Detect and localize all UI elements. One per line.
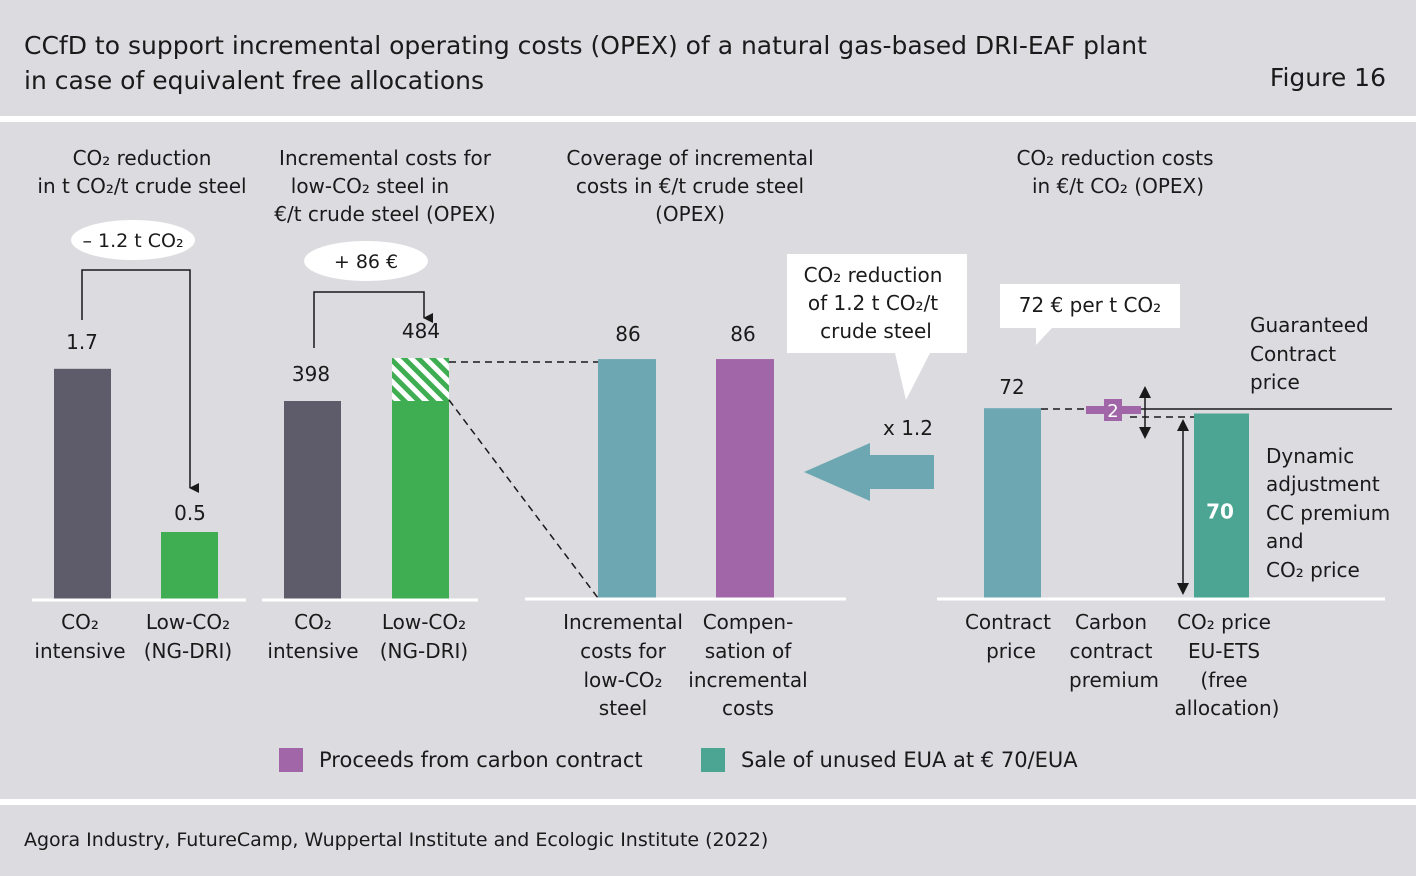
dynamic-arrow-up-icon <box>1177 419 1189 431</box>
panel3-title-1: Coverage of incremental <box>566 146 813 170</box>
projection-line-diagonal <box>448 399 599 599</box>
source-note: Agora Industry, FutureCamp, Wuppertal In… <box>24 829 769 851</box>
panel1-annotation: – 1.2 t CO₂ <box>82 230 183 252</box>
panel1-cat1-line2: (NG-DRI) <box>144 639 232 663</box>
header-divider <box>0 116 1416 122</box>
dynamic-label-1: Dynamic <box>1266 444 1354 468</box>
dynamic-label-4: and <box>1266 529 1304 553</box>
panel1-title-1: CO₂ reduction <box>73 146 212 170</box>
panel2-value-0: 398 <box>292 362 330 386</box>
panel1-annotation-bubble <box>71 220 195 260</box>
header: CCfD to support incremental operating co… <box>0 0 1416 116</box>
panel4-cat1-line2: contract <box>1069 639 1152 663</box>
panel3-cat0-line4: steel <box>599 696 647 720</box>
guaranteed-label-3: price <box>1250 370 1300 394</box>
panel2-bar-co2-intensive <box>284 401 341 600</box>
panel2-annotation: + 86 € <box>334 251 398 273</box>
panel1-value-1: 0.5 <box>174 501 206 525</box>
panel4-cat0-line1: Contract <box>965 610 1051 634</box>
panel2-title-1: Incremental costs for <box>279 146 492 170</box>
panel4-bar-co2-price <box>1194 413 1249 599</box>
figure-label: Figure 16 <box>1269 63 1386 92</box>
panel2-bar-low-co2-increment <box>392 358 449 401</box>
panel4-bar-contract-price <box>984 408 1041 599</box>
panel3-title-2: costs in €/t crude steel <box>576 174 804 198</box>
panel4-title-1: CO₂ reduction costs <box>1016 146 1213 170</box>
panel2-cat1-line2: (NG-DRI) <box>380 639 468 663</box>
panel3-value-0: 86 <box>615 322 640 346</box>
panel1-value-0: 1.7 <box>66 330 98 354</box>
reduction-callout-1: CO₂ reduction <box>804 263 943 287</box>
legend-swatch-green <box>701 748 725 772</box>
reduction-callout-2: of 1.2 t CO₂/t <box>808 291 938 315</box>
panel4-cat2-line2: EU-ETS <box>1188 639 1260 663</box>
legend-item-eua-sale: Sale of unused EUA at € 70/EUA <box>701 748 1078 772</box>
panel3-cat0-line3: low-CO₂ <box>583 668 662 692</box>
panel2-value-1: 484 <box>402 319 440 343</box>
panel4-value-0: 72 <box>999 375 1024 399</box>
transfer-arrow-icon <box>804 443 934 501</box>
panel4-title-2: in €/t CO₂ (OPEX) <box>1032 174 1204 198</box>
panel2-title-3: €/t crude steel (OPEX) <box>274 202 495 226</box>
legend-label-carbon-contract: Proceeds from carbon contract <box>319 748 643 772</box>
panel2-cat0-line1: CO₂ <box>294 610 332 634</box>
panel3-bar-compensation <box>716 359 774 599</box>
title-line-2: in case of equivalent free allocations <box>24 66 484 95</box>
premium-arrow-down-icon <box>1139 427 1151 439</box>
reduction-callout-3: crude steel <box>820 319 932 343</box>
panel2-connector <box>313 291 433 348</box>
panel4-value-1: 2 <box>1107 401 1118 422</box>
panel4-value-2: 70 <box>1206 500 1234 524</box>
dynamic-label-2: adjustment <box>1266 472 1380 496</box>
panel2-title-2: low-CO₂ steel in <box>291 174 449 198</box>
panel3-title-3: (OPEX) <box>655 202 725 226</box>
dynamic-arrow-down-icon <box>1177 583 1189 595</box>
panel1-connector <box>81 269 199 493</box>
panel3-cat1-line1: Compen- <box>703 610 794 634</box>
panel3-bar-incremental <box>598 359 656 599</box>
panel3-cat1-line4: costs <box>722 696 774 720</box>
dynamic-label-3: CC premium <box>1266 501 1390 525</box>
panel4-cat1-line3: premium <box>1069 668 1159 692</box>
panel4-cat1-line1: Carbon <box>1075 610 1147 634</box>
guaranteed-label-2: Contract <box>1250 342 1336 366</box>
panel1-title-2: in t CO₂/t crude steel <box>37 174 246 198</box>
panel1-bar-co2-intensive <box>54 368 111 600</box>
panel1-bar-low-co2 <box>161 532 218 600</box>
footer-divider <box>0 799 1416 805</box>
panel3-cat0-line2: costs for <box>580 639 667 663</box>
panel2-cat1-line1: Low-CO₂ <box>382 610 466 634</box>
price-callout-bubble <box>1000 284 1180 345</box>
panel4-cat2-line4: allocation) <box>1175 696 1280 720</box>
multiplier-label: x 1.2 <box>883 416 933 440</box>
premium-arrow-up-icon <box>1139 386 1151 398</box>
legend-swatch-purple <box>279 748 303 772</box>
reduction-callout-bubble <box>787 254 967 400</box>
price-callout: 72 € per t CO₂ <box>1019 293 1161 317</box>
panel2-cat0-line2: intensive <box>267 639 358 663</box>
panel4-cat2-line1: CO₂ price <box>1177 610 1271 634</box>
panel3-cat0-line1: Incremental <box>563 610 683 634</box>
panel3-cat1-line3: incremental <box>688 668 807 692</box>
legend-item-carbon-contract: Proceeds from carbon contract <box>279 748 643 772</box>
title-line-1: CCfD to support incremental operating co… <box>24 31 1147 60</box>
guaranteed-label-1: Guaranteed <box>1250 313 1369 337</box>
panel3-cat1-line2: sation of <box>705 639 793 663</box>
panel4-cat0-line2: price <box>986 639 1036 663</box>
panel4-cat2-line3: (free <box>1200 668 1247 692</box>
panel2-bar-low-co2-base <box>392 401 449 600</box>
panel1-cat0-line2: intensive <box>34 639 125 663</box>
panel2-annotation-bubble <box>304 241 428 281</box>
panel4-bar-premium <box>1104 399 1122 421</box>
panel1-cat1-line1: Low-CO₂ <box>146 610 230 634</box>
panel3-value-1: 86 <box>730 322 755 346</box>
legend-label-eua-sale: Sale of unused EUA at € 70/EUA <box>741 748 1078 772</box>
panel1-cat0-line1: CO₂ <box>61 610 99 634</box>
dynamic-label-5: CO₂ price <box>1266 558 1360 582</box>
chart-title: CCfD to support incremental operating co… <box>24 28 1174 98</box>
